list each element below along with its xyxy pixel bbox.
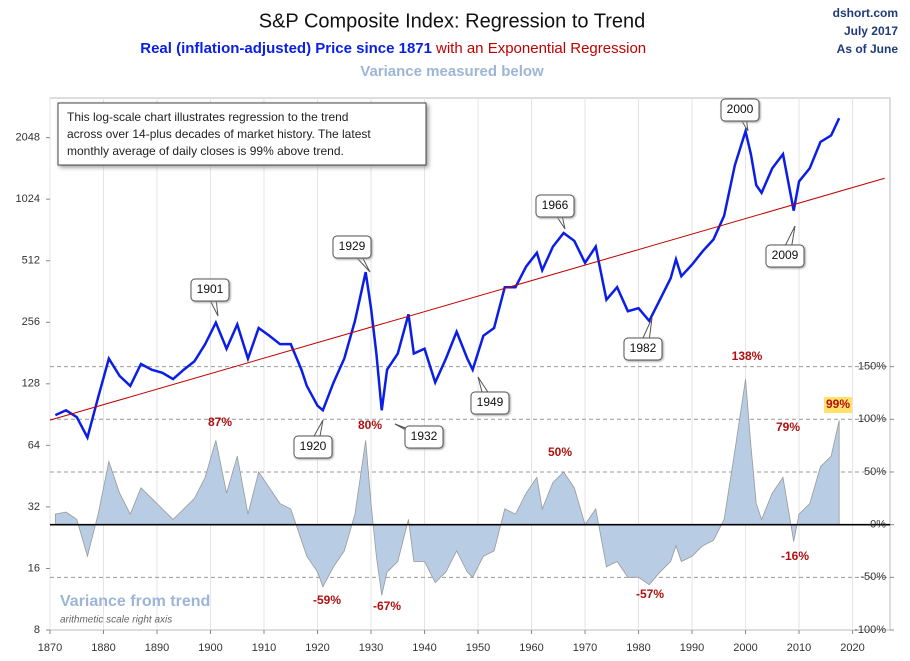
x-tick-label: 2000 xyxy=(733,642,757,654)
y2-tick-label: 100% xyxy=(858,413,886,425)
subtitle-extra: with an Exponential Regression xyxy=(435,40,646,57)
variance-label: 87% xyxy=(208,415,232,429)
variance-subtitle: arithmetic scale right axis xyxy=(60,615,172,626)
subtitle-variance: Variance measured below xyxy=(360,63,544,80)
y-tick-label: 256 xyxy=(22,316,40,328)
y-tick-label: 1024 xyxy=(16,193,40,205)
subtitle: Real (inflation-adjusted) Price since 18… xyxy=(140,40,432,57)
x-tick-label: 1890 xyxy=(145,642,169,654)
variance-label: 99% xyxy=(826,397,850,411)
callout-label: 1932 xyxy=(411,429,438,443)
callout-box xyxy=(765,244,805,268)
callout-label: 1966 xyxy=(542,198,569,212)
variance-label: 138% xyxy=(732,349,763,363)
variance-label: -57% xyxy=(636,587,664,601)
callout-box xyxy=(404,425,444,449)
callout-label: 1982 xyxy=(630,341,657,355)
x-tick-label: 1960 xyxy=(519,642,543,654)
y2-tick-label: -100% xyxy=(854,624,886,636)
y2-tick-label: 50% xyxy=(864,466,886,478)
x-tick-label: 1910 xyxy=(252,642,276,654)
highlight xyxy=(824,397,852,413)
y-tick-label: 512 xyxy=(22,255,40,267)
x-tick-label: 1990 xyxy=(680,642,704,654)
y-tick-label: 128 xyxy=(22,378,40,390)
variance-label: -67% xyxy=(373,599,401,613)
callout-box xyxy=(720,98,760,122)
source: dshort.com xyxy=(833,6,898,20)
x-tick-label: 1980 xyxy=(626,642,650,654)
x-tick-label: 1920 xyxy=(305,642,329,654)
variance-label: -59% xyxy=(313,593,341,607)
x-tick-label: 1880 xyxy=(91,642,115,654)
variance-label: 80% xyxy=(358,418,382,432)
y-tick-label: 16 xyxy=(28,562,40,574)
y2-tick-label: -50% xyxy=(860,571,886,583)
callout-label: 1929 xyxy=(339,239,366,253)
plot-layer xyxy=(49,98,890,630)
source: As of June xyxy=(837,42,899,56)
y2-tick-label: 150% xyxy=(858,361,886,373)
x-tick-label: 2010 xyxy=(787,642,811,654)
price-line xyxy=(54,117,841,441)
y-tick-label: 2048 xyxy=(16,132,40,144)
trend-line xyxy=(49,177,885,421)
x-tick-label: 2020 xyxy=(840,642,864,654)
variance-label: 50% xyxy=(548,445,572,459)
variance-area xyxy=(54,379,840,596)
note-line: monthly average of daily closes is 99% a… xyxy=(67,144,344,158)
note-box xyxy=(57,102,427,166)
callout-box xyxy=(470,391,510,415)
chart-title: S&P Composite Index: Regression to Trend xyxy=(259,10,646,32)
y-tick-label: 32 xyxy=(28,501,40,513)
x-tick-label: 1900 xyxy=(198,642,222,654)
x-tick-label: 1930 xyxy=(359,642,383,654)
callout-box xyxy=(293,435,333,459)
x-tick-label: 1950 xyxy=(466,642,490,654)
callout-label: 2000 xyxy=(727,102,754,116)
callout-box xyxy=(623,337,663,361)
source: July 2017 xyxy=(844,24,898,38)
y-tick-label: 8 xyxy=(34,624,40,636)
callout-label: 1920 xyxy=(300,439,327,453)
x-tick-label: 1970 xyxy=(573,642,597,654)
variance-label: -16% xyxy=(781,549,809,563)
y2-tick-label: 0% xyxy=(870,519,886,531)
y-tick-label: 64 xyxy=(28,439,40,451)
callout-label: 1949 xyxy=(477,395,504,409)
x-tick-label: 1870 xyxy=(38,642,62,654)
note-line: across over 14-plus decades of market hi… xyxy=(67,127,371,141)
variance-title: Variance from trend xyxy=(60,593,210,610)
callout-box xyxy=(535,194,575,218)
x-tick-label: 1940 xyxy=(412,642,436,654)
callout-label: 1901 xyxy=(197,282,224,296)
note-line: This log-scale chart illustrates regress… xyxy=(67,110,348,124)
callout-label: 2009 xyxy=(772,248,799,262)
variance-label: 79% xyxy=(776,420,800,434)
callout-box xyxy=(332,235,372,259)
callout-box xyxy=(190,278,230,302)
